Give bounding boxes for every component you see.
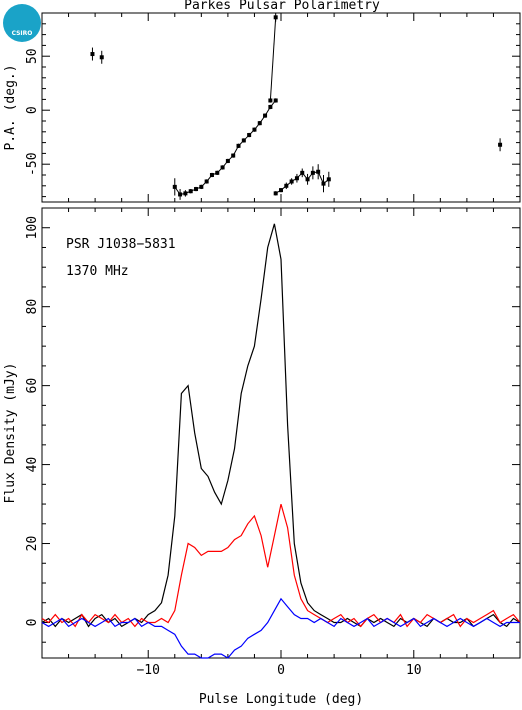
pa-point — [284, 183, 289, 188]
pa-point — [289, 179, 294, 184]
series-circular — [41, 597, 520, 659]
pa-point — [178, 192, 183, 197]
pa-track — [269, 17, 277, 101]
plot-frame — [41, 12, 521, 203]
y-tick-label: -50 — [25, 152, 40, 175]
pa-point — [236, 143, 241, 148]
pa-point — [305, 177, 310, 182]
y-tick-label: 0 — [25, 619, 40, 627]
pa-point — [498, 142, 503, 147]
pa-point — [321, 181, 326, 186]
frequency-label: 1370 MHz — [66, 264, 129, 279]
pa-point — [294, 176, 299, 181]
pa-point — [252, 127, 257, 132]
pa-point — [199, 184, 204, 189]
x-tick-label: 10 — [406, 663, 422, 678]
pa-point — [188, 189, 193, 194]
series-total — [41, 223, 521, 628]
pa-point — [247, 133, 252, 138]
pa-point — [263, 113, 268, 118]
pa-point — [316, 169, 321, 174]
y-tick-label: 50 — [25, 48, 40, 64]
y-axis-label: Flux Density (mJy) — [3, 363, 18, 504]
y-tick-label: 100 — [25, 216, 40, 239]
pa-point — [172, 184, 177, 189]
x-tick-label: 0 — [277, 663, 285, 678]
flux-panel: 0 20 40 60 80 100 −10 0 10 Flux Density (mJy) PSR … — [3, 207, 521, 707]
pa-point — [268, 98, 273, 103]
y-axis-label: P.A. (deg.) — [3, 64, 18, 150]
csiro-logo-text: CSIRO — [11, 30, 33, 37]
series-linear — [41, 503, 521, 628]
y-tick-label: 60 — [25, 378, 40, 394]
x-axis-label: Pulse Longitude (deg) — [199, 692, 363, 707]
pa-point — [326, 177, 331, 182]
y-tick-label: 20 — [25, 536, 40, 552]
pa-point — [90, 52, 95, 57]
pa-point — [310, 170, 315, 175]
y-tick-label: 80 — [25, 299, 40, 315]
pa-point — [279, 188, 283, 193]
pa-point — [225, 158, 230, 163]
pulsar-name: PSR J1038−5831 — [66, 237, 176, 252]
pa-point — [231, 153, 236, 158]
pa-point — [209, 173, 214, 177]
pa-point — [194, 187, 199, 192]
pa-point — [257, 121, 262, 126]
pa-point — [204, 179, 209, 184]
y-tick-label: 40 — [25, 457, 40, 473]
pa-point — [273, 98, 278, 103]
pa-track — [174, 100, 277, 195]
pa-point — [273, 15, 278, 20]
y-tick-label: 0 — [25, 106, 40, 114]
x-tick-label: −10 — [136, 663, 159, 678]
pa-point — [268, 104, 273, 109]
pa-point — [220, 165, 225, 170]
pa-point — [300, 170, 305, 175]
pa-panel: -50 0 50 P.A. (deg.) — [3, 12, 521, 203]
pa-point — [241, 138, 246, 143]
chart-title: Parkes Pulsar Polarimetry — [184, 0, 380, 13]
csiro-logo — [3, 4, 41, 42]
pa-point — [183, 191, 188, 196]
pa-point — [273, 191, 278, 196]
pa-point — [215, 170, 220, 175]
pa-point — [99, 55, 104, 60]
